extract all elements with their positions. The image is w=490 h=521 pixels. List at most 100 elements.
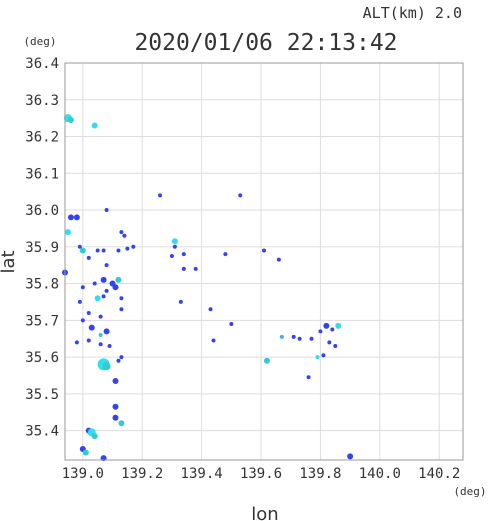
data-point <box>318 329 323 334</box>
data-point <box>107 344 112 349</box>
data-point <box>119 230 124 235</box>
x-tick-label: 140.0 <box>359 466 401 482</box>
data-point <box>178 299 183 304</box>
data-point <box>98 333 103 338</box>
data-point <box>172 244 177 249</box>
data-point <box>82 449 89 456</box>
x-tick-label: 139.4 <box>181 466 223 482</box>
data-point <box>101 294 106 299</box>
data-point <box>238 193 243 198</box>
data-point <box>104 288 109 293</box>
data-point <box>104 263 109 268</box>
data-point <box>67 214 74 221</box>
data-point <box>103 328 110 335</box>
y-tick-label: 36.4 <box>25 56 59 72</box>
data-point <box>171 238 178 245</box>
data-point <box>297 336 302 341</box>
y-tick-label: 35.7 <box>25 313 59 329</box>
data-point <box>67 116 74 123</box>
y-axis-title: lat <box>0 250 19 273</box>
data-point <box>262 248 266 253</box>
data-point <box>335 322 342 329</box>
data-point <box>91 433 98 440</box>
data-point <box>112 403 119 410</box>
data-point <box>73 214 80 221</box>
y-tick-label: 36.2 <box>25 130 59 146</box>
data-point <box>92 281 97 286</box>
tick-labels: 139.0 139.2 139.4 139.6 139.8 140.0 140.2 35.4 3… <box>25 56 460 482</box>
data-point <box>125 246 130 251</box>
data-point <box>208 307 213 312</box>
data-point <box>74 340 79 345</box>
data-point <box>80 318 85 323</box>
y-tick-label: 36.1 <box>25 166 59 182</box>
data-point <box>131 244 136 249</box>
data-point <box>211 338 216 343</box>
data-point <box>104 208 109 213</box>
data-point <box>101 248 106 253</box>
x-tick-label: 139.6 <box>240 466 282 482</box>
data-point <box>321 353 326 358</box>
data-point <box>119 355 124 360</box>
data-point <box>77 244 82 249</box>
y-tick-label: 36.3 <box>25 93 59 109</box>
plot-frame <box>64 62 464 461</box>
y-tick-label: 35.4 <box>25 424 59 440</box>
data-point <box>158 193 163 198</box>
data-point <box>315 355 320 360</box>
x-tick-label: 139.2 <box>121 466 163 482</box>
data-point <box>112 284 119 291</box>
data-point <box>86 310 91 315</box>
y-tick-label: 36.0 <box>25 203 59 219</box>
data-point <box>112 414 119 421</box>
data-points <box>62 114 354 462</box>
data-point <box>79 247 86 254</box>
y-unit-label: (deg) <box>23 35 56 48</box>
data-point <box>119 296 124 301</box>
x-tick-label: 139.0 <box>62 466 104 482</box>
data-point <box>263 357 270 364</box>
y-tick-label: 35.5 <box>25 387 59 403</box>
data-point <box>193 266 198 271</box>
data-point <box>115 276 122 283</box>
data-point <box>91 122 98 129</box>
data-point <box>98 342 103 347</box>
data-point <box>116 358 121 363</box>
data-point <box>333 344 338 349</box>
data-point <box>327 340 332 345</box>
data-point <box>88 324 95 331</box>
data-point <box>347 453 354 460</box>
data-point <box>119 307 124 312</box>
chart-title: 2020/01/06 22:13:42 <box>134 30 397 56</box>
data-point <box>77 299 82 304</box>
data-point <box>64 229 71 236</box>
data-point <box>86 255 91 260</box>
data-point <box>229 321 234 326</box>
data-point <box>291 334 296 339</box>
data-point <box>306 375 311 380</box>
data-point <box>279 334 284 339</box>
data-point <box>98 314 103 319</box>
data-point <box>118 420 125 427</box>
data-point <box>100 276 107 283</box>
grid <box>65 62 463 460</box>
data-point <box>112 377 119 384</box>
data-point <box>181 266 186 271</box>
data-point <box>95 248 100 253</box>
y-tick-label: 35.8 <box>25 277 59 293</box>
data-point <box>86 338 91 343</box>
data-point <box>80 285 85 290</box>
data-point <box>94 295 101 302</box>
data-point <box>181 252 186 257</box>
data-point <box>122 233 127 238</box>
data-point <box>309 336 314 341</box>
x-unit-label: (deg) <box>453 485 486 498</box>
y-tick-label: 35.9 <box>25 240 59 256</box>
altitude-label: ALT(km) 2.0 <box>363 4 462 22</box>
data-point <box>223 252 228 257</box>
x-tick-label: 139.8 <box>299 466 341 482</box>
x-tick-label: 140.2 <box>418 466 460 482</box>
x-axis-title: lon <box>251 504 278 521</box>
data-point <box>102 362 111 371</box>
